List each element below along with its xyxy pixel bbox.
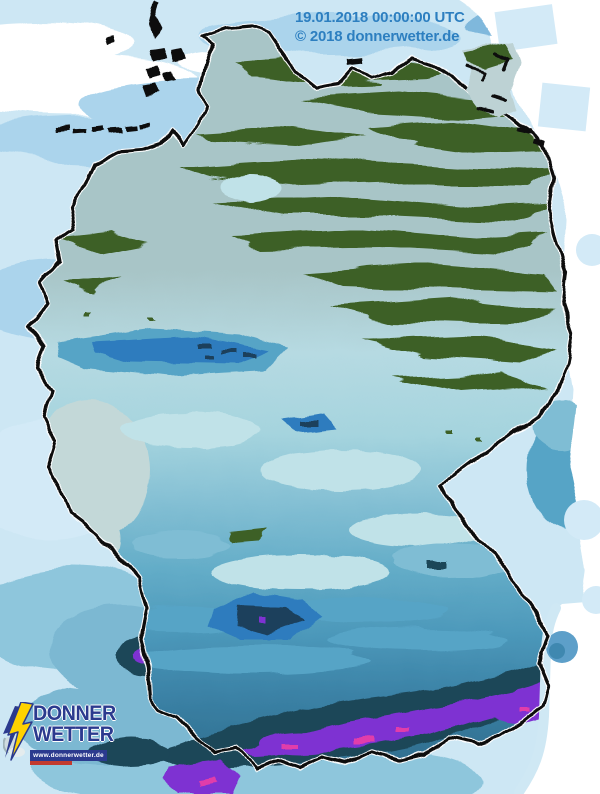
donnerwetter-logo: DONNER WETTER www.donnerwetter.de	[3, 698, 116, 770]
precip-heavy-areas	[56, 328, 448, 640]
alps-heavy-precip-band	[90, 660, 552, 794]
copyright-label: © 2018 donnerwetter.de	[295, 28, 460, 45]
ruegen-island	[462, 42, 520, 118]
coastal-islands	[55, 2, 547, 149]
logo-title: DONNER WETTER	[33, 703, 116, 745]
logo-url-bar: www.donnerwetter.de	[30, 750, 107, 761]
radar-circle-edge	[514, 586, 600, 794]
magenta-extreme-spots	[197, 708, 530, 788]
logo-line1: DONNER	[33, 702, 116, 725]
map-header: 19.01.2018 00:00:00 UTC © 2018 donnerwet…	[295, 8, 465, 46]
timestamp-label: 19.01.2018 00:00:00 UTC	[295, 9, 465, 26]
logo-line2: WETTER	[33, 723, 114, 746]
radar-edge-white	[458, 0, 600, 600]
lightning-bolt-icon	[3, 702, 34, 761]
logo-red-strip	[30, 761, 72, 765]
